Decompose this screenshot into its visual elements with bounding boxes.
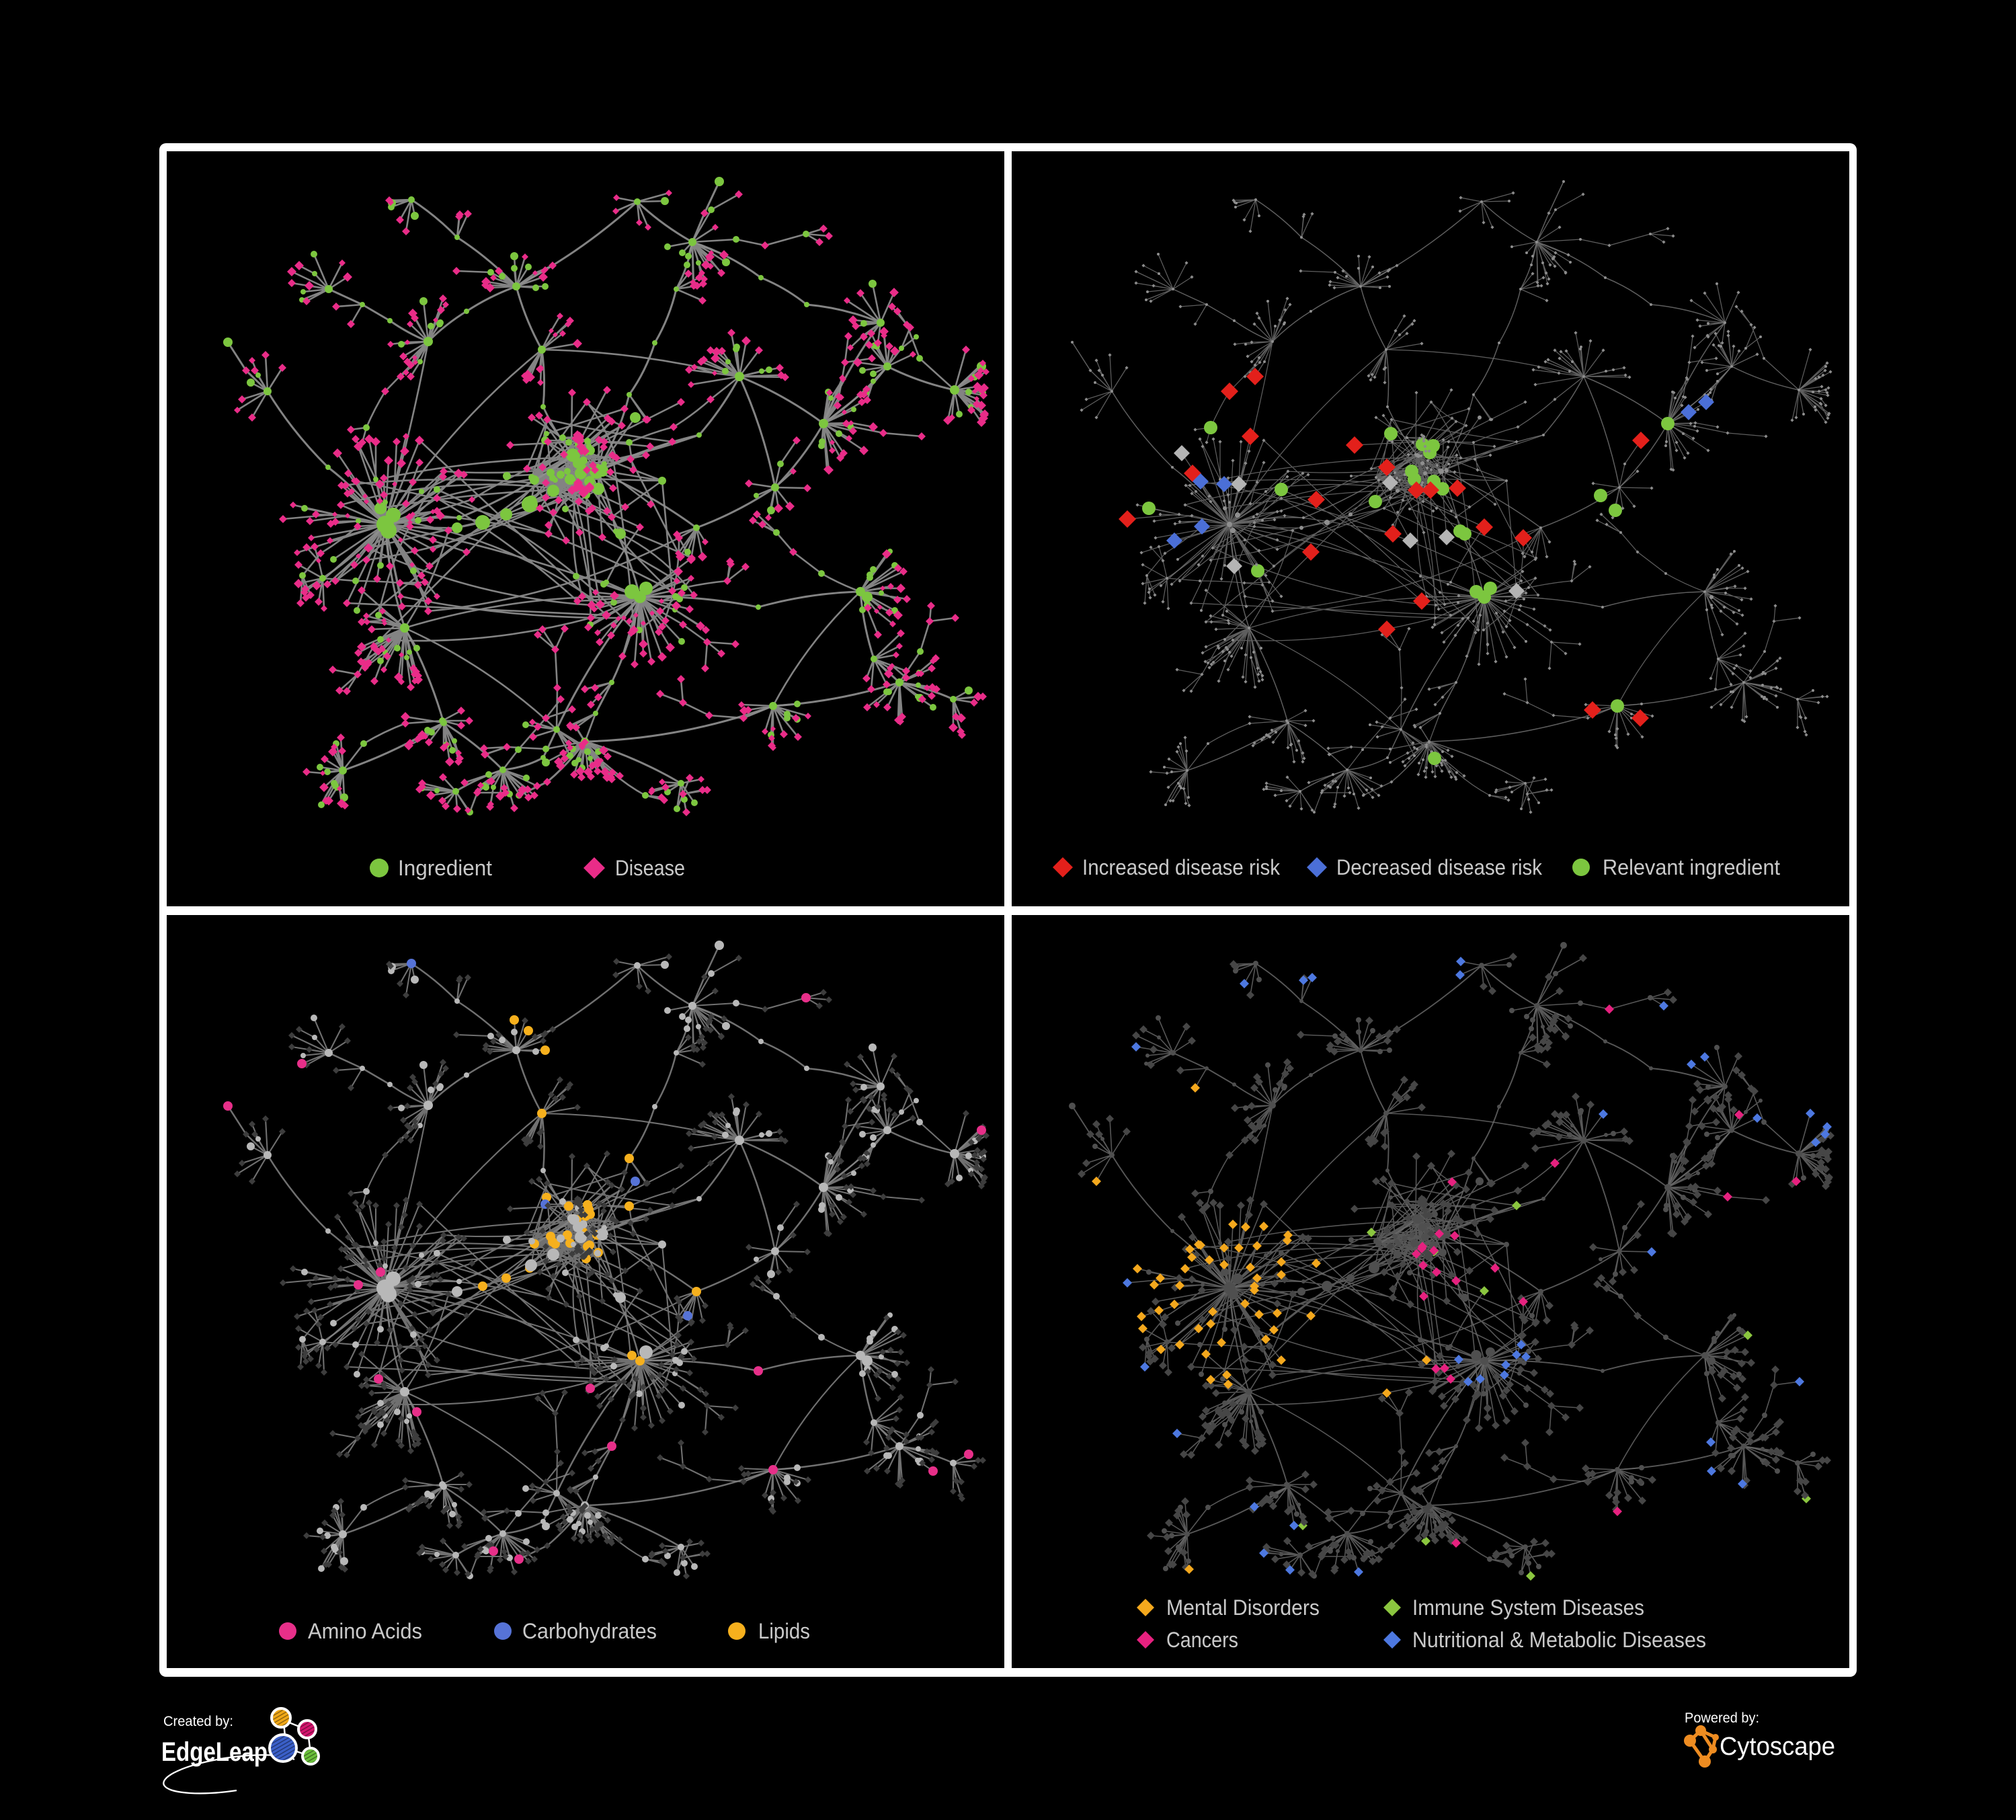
svg-text:Created by:: Created by: [163, 1714, 233, 1729]
svg-text:Increased disease risk: Increased disease risk [1082, 855, 1281, 879]
svg-text:Immune System Diseases: Immune System Diseases [1412, 1595, 1644, 1620]
svg-text:Ingredient: Ingredient [398, 856, 492, 880]
svg-text:EdgeLeap: EdgeLeap [161, 1737, 268, 1767]
svg-text:Nutritional & Metabolic Diseas: Nutritional & Metabolic Diseases [1412, 1628, 1706, 1652]
svg-text:Carbohydrates: Carbohydrates [522, 1619, 657, 1643]
svg-text:Relevant ingredient: Relevant ingredient [1603, 855, 1780, 879]
svg-text:Powered by:: Powered by: [1685, 1710, 1759, 1726]
svg-text:Disease: Disease [615, 856, 685, 880]
svg-text:Amino Acids: Amino Acids [308, 1619, 422, 1643]
svg-text:Mental Disorders: Mental Disorders [1166, 1595, 1320, 1620]
svg-text:Cancers: Cancers [1166, 1628, 1238, 1652]
svg-text:Decreased disease risk: Decreased disease risk [1336, 855, 1543, 879]
svg-text:Cytoscape: Cytoscape [1720, 1733, 1835, 1761]
svg-text:Lipids: Lipids [758, 1619, 810, 1643]
